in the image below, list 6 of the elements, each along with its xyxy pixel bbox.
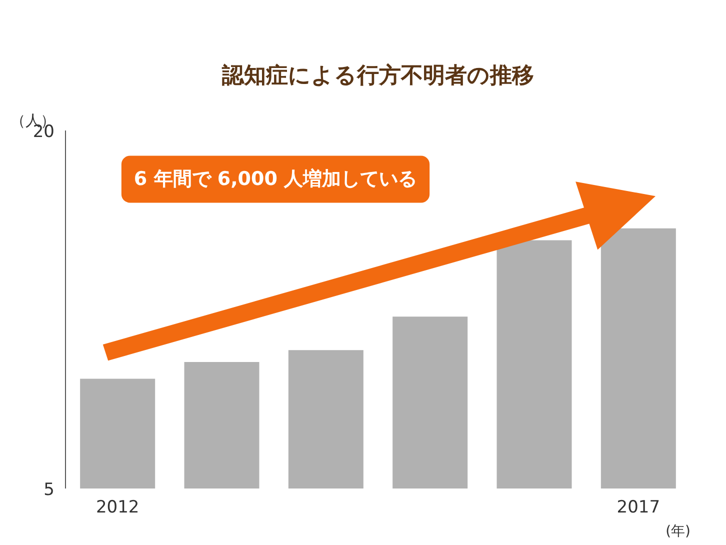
- x-tick-label: 2017: [616, 498, 660, 518]
- annotation: 6 年間で 6,000 人増加している: [134, 168, 418, 190]
- x-tick-label: 2012: [96, 498, 140, 518]
- x-axis-title: (年): [666, 524, 691, 540]
- y-tick-label: 5: [44, 480, 55, 500]
- chart-title: 認知症による行方不明者の推移: [221, 62, 534, 88]
